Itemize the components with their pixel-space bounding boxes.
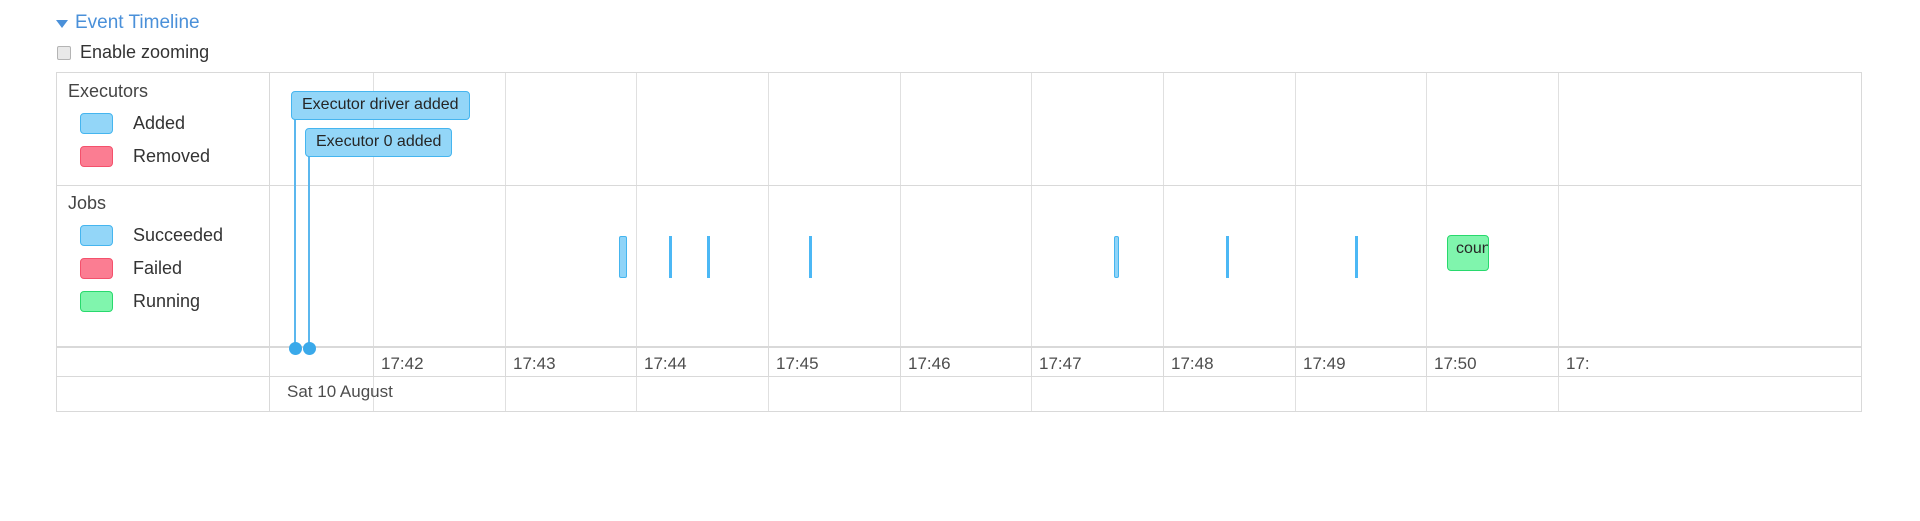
gridline-9 bbox=[1558, 73, 1559, 411]
legend-item-failed[interactable]: Failed bbox=[57, 252, 269, 285]
axis-tick-mark-0 bbox=[373, 346, 374, 376]
swatch-job-succeeded bbox=[80, 225, 113, 246]
axis-tick-mark-7 bbox=[1295, 346, 1296, 376]
event-label-1[interactable]: Executor 0 added bbox=[305, 128, 453, 157]
axis-tick-label-2: 17:44 bbox=[644, 354, 687, 373]
event-dot-0[interactable] bbox=[289, 342, 302, 355]
job-running-marker[interactable]: coun bbox=[1447, 235, 1489, 271]
job-marker-4[interactable] bbox=[1114, 236, 1119, 278]
legend-label-succeeded: Succeeded bbox=[133, 225, 224, 245]
legend-heading-executors: Executors bbox=[68, 81, 149, 101]
axis-tick-label-9: 17: bbox=[1566, 354, 1590, 373]
axis-tick-mark-8 bbox=[1426, 346, 1427, 376]
axis-tick-label-0: 17:42 bbox=[381, 354, 424, 373]
axis-tick-label-7: 17:49 bbox=[1303, 354, 1346, 373]
timeline-plot-area[interactable]: Executor driver added Executor 0 added cou… bbox=[269, 73, 1861, 411]
job-marker-3[interactable] bbox=[809, 236, 812, 278]
gridline-legend-divider bbox=[269, 73, 270, 411]
event-label-0[interactable]: Executor driver added bbox=[291, 91, 470, 120]
gridline-2 bbox=[636, 73, 637, 411]
legend-label-running: Running bbox=[133, 291, 201, 311]
axis-day-label: Sat 10 August bbox=[287, 382, 393, 401]
event-timeline-section-header[interactable]: Event Timeline bbox=[56, 12, 200, 34]
legend-label-removed: Removed bbox=[133, 146, 211, 166]
axis-tick-mark-9 bbox=[1558, 346, 1559, 376]
swatch-job-failed bbox=[80, 258, 113, 279]
gridline-8 bbox=[1426, 73, 1427, 411]
gridline-0 bbox=[373, 73, 374, 411]
axis-tick-label-6: 17:48 bbox=[1171, 354, 1214, 373]
enable-zooming-checkbox[interactable] bbox=[57, 45, 71, 60]
enable-zooming-row[interactable]: Enable zooming bbox=[57, 42, 209, 63]
legend-label-failed: Failed bbox=[133, 258, 183, 278]
axis-major-rule bbox=[57, 376, 1861, 377]
gridline-1 bbox=[505, 73, 506, 411]
gridline-5 bbox=[1031, 73, 1032, 411]
legend-item-added[interactable]: Added bbox=[57, 107, 269, 140]
axis-tick-label-3: 17:45 bbox=[776, 354, 819, 373]
swatch-job-running bbox=[80, 291, 113, 312]
group-separator-executors-jobs bbox=[57, 185, 1861, 186]
legend-item-succeeded[interactable]: Succeeded bbox=[57, 219, 269, 252]
job-marker-1[interactable] bbox=[669, 236, 672, 278]
axis-tick-label-4: 17:46 bbox=[908, 354, 951, 373]
axis-tick-mark-6 bbox=[1163, 346, 1164, 376]
axis-tick-mark-1 bbox=[505, 346, 506, 376]
event-stem-0 bbox=[294, 119, 296, 348]
enable-zooming-label: Enable zooming bbox=[80, 42, 210, 62]
axis-tick-label-1: 17:43 bbox=[513, 354, 556, 373]
legend-label-added: Added bbox=[133, 113, 186, 133]
legend-heading-jobs: Jobs bbox=[68, 193, 107, 213]
gridline-3 bbox=[768, 73, 769, 411]
job-marker-6[interactable] bbox=[1355, 236, 1358, 278]
axis-tick-mark-5 bbox=[1031, 346, 1032, 376]
legend-item-running[interactable]: Running bbox=[57, 285, 269, 318]
axis-tick-label-5: 17:47 bbox=[1039, 354, 1082, 373]
gridline-4 bbox=[900, 73, 901, 411]
swatch-executor-added bbox=[80, 113, 113, 134]
job-marker-2[interactable] bbox=[707, 236, 710, 278]
page-title: Event Timeline bbox=[75, 12, 200, 33]
event-dot-1[interactable] bbox=[303, 342, 316, 355]
swatch-executor-removed bbox=[80, 146, 113, 167]
axis-tick-mark-2 bbox=[636, 346, 637, 376]
axis-tick-label-8: 17:50 bbox=[1434, 354, 1477, 373]
legend-item-removed[interactable]: Removed bbox=[57, 140, 269, 173]
axis-tick-mark-4 bbox=[900, 346, 901, 376]
job-marker-5[interactable] bbox=[1226, 236, 1229, 278]
axis-tick-mark-3 bbox=[768, 346, 769, 376]
gridline-6 bbox=[1163, 73, 1164, 411]
event-stem-1 bbox=[308, 156, 310, 348]
group-separator-jobs-axis bbox=[57, 347, 1861, 348]
timeline-axis: 17:42 17:43 17:44 17:45 17:46 17:47 17:48 17:49… bbox=[57, 346, 1861, 411]
timeline-legend: Executors Added Removed Jobs Succeeded bbox=[57, 73, 269, 411]
timeline-chart[interactable]: Executors Added Removed Jobs Succeeded bbox=[56, 72, 1862, 412]
legend-group-executors: Executors Added Removed bbox=[57, 73, 269, 173]
caret-down-icon[interactable] bbox=[56, 20, 68, 28]
axis-top-rule bbox=[57, 346, 1861, 347]
gridline-7 bbox=[1295, 73, 1296, 411]
job-marker-0[interactable] bbox=[619, 236, 627, 278]
legend-group-jobs: Jobs Succeeded Failed Running bbox=[57, 185, 269, 318]
